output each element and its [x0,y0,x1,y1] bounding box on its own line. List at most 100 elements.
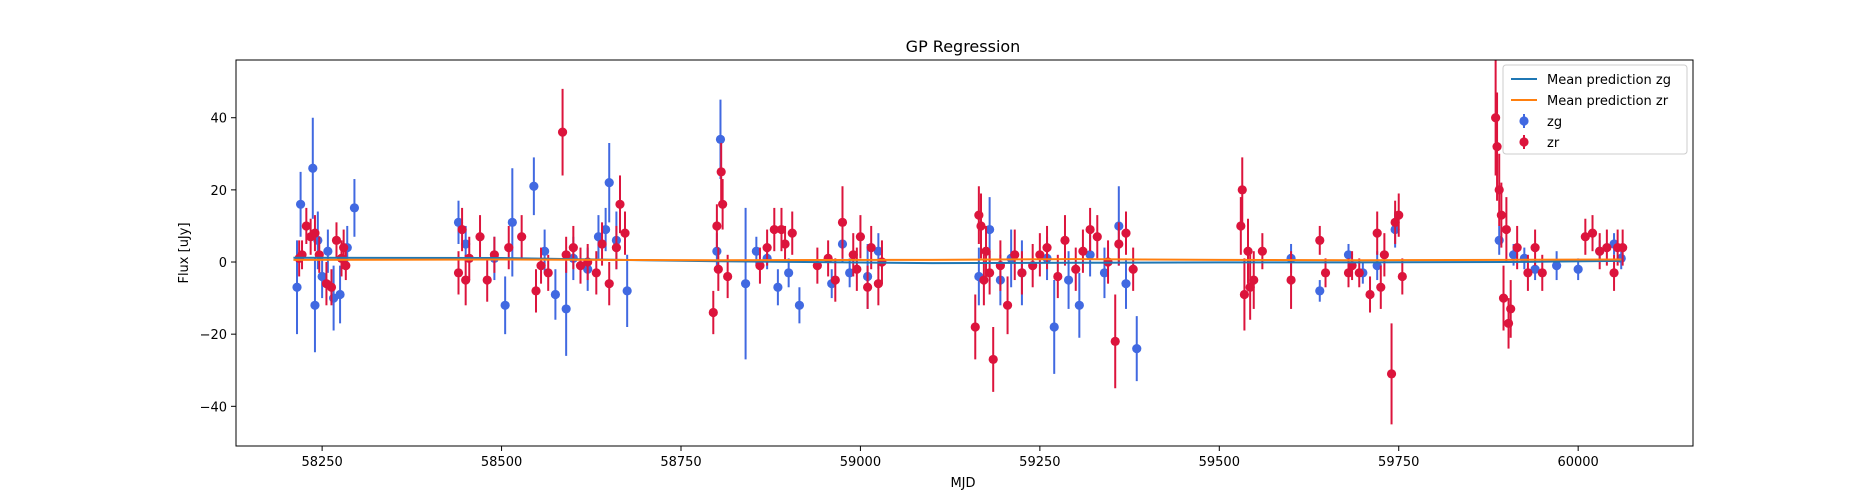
data-point-zr [331,235,342,245]
data-point-zr [776,224,787,235]
data-point-zr [1286,275,1296,285]
data-point-zg [500,300,510,310]
x-tick-label: 58750 [660,455,701,470]
data-point-zg [1315,286,1325,296]
legend-label: Mean prediction zg [1547,73,1671,88]
data-point-zr [575,261,586,271]
x-tick-label: 59500 [1199,455,1240,470]
data-point-zr [1128,264,1138,274]
plot-area [236,60,1693,446]
data-point-zg [292,282,302,292]
data-point-zr [461,275,471,285]
data-point-zr [1236,221,1246,231]
data-point-zr [855,232,866,242]
data-point-zg [310,300,320,310]
data-point-zg [601,224,611,235]
data-point-zr [852,264,862,274]
data-point-zr [979,275,989,285]
data-point-zr [712,221,722,231]
data-point-zr [453,268,464,278]
data-point-zg [740,279,751,289]
data-point-zg [349,203,360,213]
data-point-zr [536,261,546,271]
data-point-zr [591,268,601,278]
data-point-zr [1035,250,1045,260]
data-point-zg [529,181,539,191]
data-point-zg [773,282,783,292]
data-point-zr [718,199,728,209]
data-point-zr [1376,282,1386,292]
data-point-zr [976,221,986,231]
data-point-zr [780,239,790,249]
data-point-zg [550,289,560,300]
data-point-zr [615,199,625,209]
data-point-zr [504,242,514,253]
data-point-zr [543,268,553,278]
data-point-zr [326,282,337,292]
axes: 58250 58500 58750 59000 59250 59500 59750 60000… [200,112,1599,470]
data-point-zg [1573,264,1583,274]
data-point-zr [787,228,797,238]
data-point-zr [1010,250,1020,260]
data-point-zr [1245,282,1255,292]
data-point-zr [1397,271,1407,282]
data-point-zr [1110,336,1120,346]
data-point-zg [593,232,604,242]
data-point-zg [1494,235,1504,245]
data-point-zr [310,228,320,238]
data-point-zr [866,242,876,253]
data-point-zg [751,246,761,256]
data-point-zr [716,167,726,177]
data-point-zr [339,242,349,253]
data-point-zr [1085,224,1095,235]
data-point-zr [762,242,772,253]
y-tick-label: −20 [200,328,227,343]
data-point-zr [1243,246,1253,256]
data-point-zg [1552,261,1562,271]
y-tick-label: 0 [219,256,227,271]
data-point-zg [453,217,464,227]
data-point-zr [1386,369,1397,379]
data-point-zr [1237,185,1247,195]
data-point-zg [1074,300,1084,310]
data-point-zg [1121,279,1131,289]
data-point-zr [482,275,492,285]
data-point-zr [985,268,995,278]
data-point-zr [1078,246,1088,256]
x-tick-label: 59750 [1378,455,1419,470]
legend-marker-swatch [1519,137,1529,147]
data-point-zg [1508,250,1519,260]
data-point-zr [1365,289,1375,300]
data-point-zr [475,232,485,242]
data-point-zr [863,282,873,292]
plot-marks [292,60,1628,425]
data-point-zg [1099,268,1110,278]
data-point-zr [1379,250,1389,260]
data-point-zr [1492,141,1502,152]
data-point-zr [1602,242,1612,253]
data-point-zr [1121,228,1131,238]
data-point-zr [1595,246,1605,256]
x-tick-label: 58250 [301,455,342,470]
data-point-zr [604,279,614,289]
data-point-zg [604,178,614,188]
data-point-zr [1512,242,1522,253]
data-point-zg [1085,250,1095,260]
data-point-zr [974,210,984,220]
mean-prediction-line [293,258,1622,262]
y-axis-label: Flux [uJy] [177,222,192,283]
data-point-zr [1343,268,1354,278]
data-point-zr [1320,268,1331,278]
y-tick-label: −40 [200,400,227,415]
y-tick-label: 20 [210,184,227,199]
data-point-zr [611,242,621,253]
data-point-zr [597,239,607,249]
data-point-zg [1049,322,1059,332]
data-point-zr [1060,235,1070,245]
data-point-zg [873,246,883,256]
data-point-zr [1017,268,1027,278]
data-point-zr [1498,293,1509,303]
data-point-zr [708,307,718,318]
data-point-zr [769,224,779,235]
legend-box [1502,64,1688,155]
